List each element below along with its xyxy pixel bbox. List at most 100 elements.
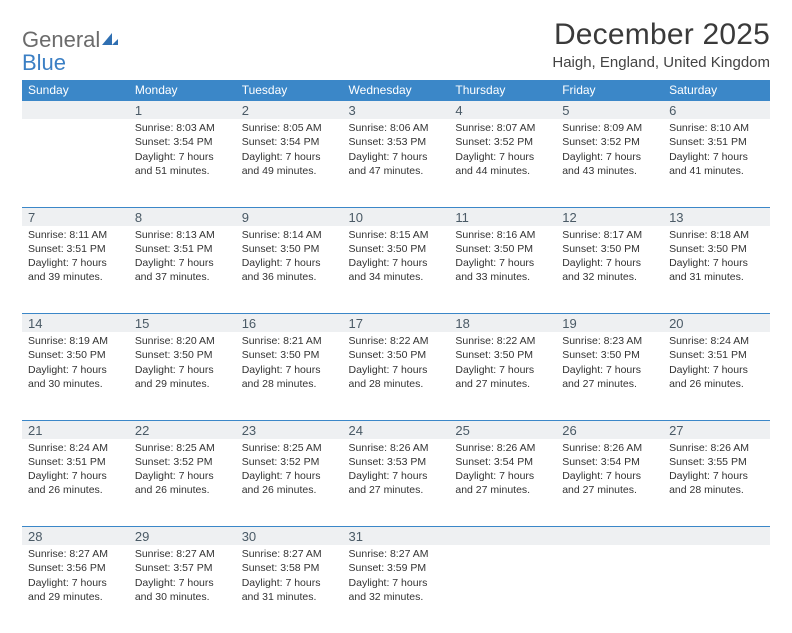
month-title: December 2025	[552, 18, 770, 52]
sail-icon	[100, 28, 120, 51]
day-cell: Sunrise: 8:05 AM Sunset: 3:54 PM Dayligh…	[236, 119, 343, 207]
title-block: December 2025 Haigh, England, United Kin…	[552, 18, 770, 71]
day-cell: Sunrise: 8:06 AM Sunset: 3:53 PM Dayligh…	[343, 119, 450, 207]
logo-text: General Blue	[22, 28, 120, 74]
day-number-cell: 27	[663, 420, 770, 439]
day-number-cell	[22, 101, 129, 120]
day-cell-text: Sunrise: 8:22 AM Sunset: 3:50 PM Dayligh…	[343, 332, 450, 395]
day-cell: Sunrise: 8:11 AM Sunset: 3:51 PM Dayligh…	[22, 226, 129, 314]
day-number-cell: 18	[449, 314, 556, 333]
day-number-cell: 21	[22, 420, 129, 439]
calendar-body: 123456Sunrise: 8:03 AM Sunset: 3:54 PM D…	[22, 101, 770, 633]
day-cell	[22, 119, 129, 207]
day-number-cell: 3	[343, 101, 450, 120]
day-number-row: 123456	[22, 101, 770, 120]
day-cell: Sunrise: 8:15 AM Sunset: 3:50 PM Dayligh…	[343, 226, 450, 314]
header: General Blue December 2025 Haigh, Englan…	[22, 18, 770, 74]
day-cell-text	[449, 545, 556, 551]
day-number-cell: 7	[22, 207, 129, 226]
day-cell-text: Sunrise: 8:26 AM Sunset: 3:53 PM Dayligh…	[343, 439, 450, 502]
day-number-cell: 19	[556, 314, 663, 333]
day-cell-text: Sunrise: 8:13 AM Sunset: 3:51 PM Dayligh…	[129, 226, 236, 289]
day-number-cell	[449, 527, 556, 546]
day-number-cell	[663, 527, 770, 546]
day-cell: Sunrise: 8:26 AM Sunset: 3:54 PM Dayligh…	[556, 439, 663, 527]
day-number-cell: 15	[129, 314, 236, 333]
day-cell-text: Sunrise: 8:26 AM Sunset: 3:54 PM Dayligh…	[556, 439, 663, 502]
day-cell: Sunrise: 8:13 AM Sunset: 3:51 PM Dayligh…	[129, 226, 236, 314]
day-number-cell: 29	[129, 527, 236, 546]
day-cell: Sunrise: 8:21 AM Sunset: 3:50 PM Dayligh…	[236, 332, 343, 420]
day-number-cell: 13	[663, 207, 770, 226]
day-number-cell: 14	[22, 314, 129, 333]
day-cell	[663, 545, 770, 633]
day-cell-text: Sunrise: 8:18 AM Sunset: 3:50 PM Dayligh…	[663, 226, 770, 289]
day-number-cell: 5	[556, 101, 663, 120]
day-cell-text	[663, 545, 770, 551]
day-number-cell: 9	[236, 207, 343, 226]
day-number-row: 78910111213	[22, 207, 770, 226]
day-cell: Sunrise: 8:10 AM Sunset: 3:51 PM Dayligh…	[663, 119, 770, 207]
day-cell-text: Sunrise: 8:11 AM Sunset: 3:51 PM Dayligh…	[22, 226, 129, 289]
day-content-row: Sunrise: 8:11 AM Sunset: 3:51 PM Dayligh…	[22, 226, 770, 314]
logo: General Blue	[22, 28, 120, 74]
day-cell: Sunrise: 8:17 AM Sunset: 3:50 PM Dayligh…	[556, 226, 663, 314]
day-number-cell: 16	[236, 314, 343, 333]
day-number-cell: 10	[343, 207, 450, 226]
weekday-header: Wednesday	[343, 80, 450, 101]
day-cell-text	[556, 545, 663, 551]
calendar-table: Sunday Monday Tuesday Wednesday Thursday…	[22, 80, 770, 633]
day-number-cell: 31	[343, 527, 450, 546]
day-number-cell	[556, 527, 663, 546]
day-content-row: Sunrise: 8:27 AM Sunset: 3:56 PM Dayligh…	[22, 545, 770, 633]
day-cell: Sunrise: 8:25 AM Sunset: 3:52 PM Dayligh…	[129, 439, 236, 527]
day-cell-text: Sunrise: 8:16 AM Sunset: 3:50 PM Dayligh…	[449, 226, 556, 289]
day-cell: Sunrise: 8:26 AM Sunset: 3:55 PM Dayligh…	[663, 439, 770, 527]
day-cell: Sunrise: 8:18 AM Sunset: 3:50 PM Dayligh…	[663, 226, 770, 314]
day-number-cell: 28	[22, 527, 129, 546]
day-cell: Sunrise: 8:24 AM Sunset: 3:51 PM Dayligh…	[22, 439, 129, 527]
day-cell: Sunrise: 8:19 AM Sunset: 3:50 PM Dayligh…	[22, 332, 129, 420]
day-number-cell: 20	[663, 314, 770, 333]
day-cell-text: Sunrise: 8:14 AM Sunset: 3:50 PM Dayligh…	[236, 226, 343, 289]
day-cell	[556, 545, 663, 633]
day-cell: Sunrise: 8:25 AM Sunset: 3:52 PM Dayligh…	[236, 439, 343, 527]
day-number-cell: 8	[129, 207, 236, 226]
day-cell	[449, 545, 556, 633]
day-cell-text: Sunrise: 8:07 AM Sunset: 3:52 PM Dayligh…	[449, 119, 556, 182]
day-cell-text: Sunrise: 8:26 AM Sunset: 3:55 PM Dayligh…	[663, 439, 770, 502]
day-cell-text: Sunrise: 8:27 AM Sunset: 3:57 PM Dayligh…	[129, 545, 236, 608]
day-number-cell: 17	[343, 314, 450, 333]
day-cell-text: Sunrise: 8:09 AM Sunset: 3:52 PM Dayligh…	[556, 119, 663, 182]
day-cell: Sunrise: 8:26 AM Sunset: 3:53 PM Dayligh…	[343, 439, 450, 527]
weekday-header: Thursday	[449, 80, 556, 101]
day-cell: Sunrise: 8:23 AM Sunset: 3:50 PM Dayligh…	[556, 332, 663, 420]
day-cell: Sunrise: 8:27 AM Sunset: 3:57 PM Dayligh…	[129, 545, 236, 633]
weekday-header-row: Sunday Monday Tuesday Wednesday Thursday…	[22, 80, 770, 101]
day-cell-text: Sunrise: 8:24 AM Sunset: 3:51 PM Dayligh…	[663, 332, 770, 395]
day-cell-text: Sunrise: 8:03 AM Sunset: 3:54 PM Dayligh…	[129, 119, 236, 182]
day-number-row: 21222324252627	[22, 420, 770, 439]
day-content-row: Sunrise: 8:24 AM Sunset: 3:51 PM Dayligh…	[22, 439, 770, 527]
day-cell: Sunrise: 8:07 AM Sunset: 3:52 PM Dayligh…	[449, 119, 556, 207]
day-number-cell: 2	[236, 101, 343, 120]
day-number-cell: 25	[449, 420, 556, 439]
day-number-cell: 23	[236, 420, 343, 439]
weekday-header: Monday	[129, 80, 236, 101]
day-number-cell: 11	[449, 207, 556, 226]
day-cell: Sunrise: 8:27 AM Sunset: 3:56 PM Dayligh…	[22, 545, 129, 633]
day-cell: Sunrise: 8:27 AM Sunset: 3:58 PM Dayligh…	[236, 545, 343, 633]
weekday-header: Saturday	[663, 80, 770, 101]
day-cell: Sunrise: 8:09 AM Sunset: 3:52 PM Dayligh…	[556, 119, 663, 207]
day-cell-text: Sunrise: 8:15 AM Sunset: 3:50 PM Dayligh…	[343, 226, 450, 289]
day-number-row: 28293031	[22, 527, 770, 546]
weekday-header: Tuesday	[236, 80, 343, 101]
day-cell: Sunrise: 8:27 AM Sunset: 3:59 PM Dayligh…	[343, 545, 450, 633]
weekday-header: Sunday	[22, 80, 129, 101]
location-subtitle: Haigh, England, United Kingdom	[552, 54, 770, 71]
day-cell: Sunrise: 8:14 AM Sunset: 3:50 PM Dayligh…	[236, 226, 343, 314]
day-cell-text: Sunrise: 8:21 AM Sunset: 3:50 PM Dayligh…	[236, 332, 343, 395]
day-cell: Sunrise: 8:26 AM Sunset: 3:54 PM Dayligh…	[449, 439, 556, 527]
logo-word-blue: Blue	[22, 50, 66, 75]
day-content-row: Sunrise: 8:03 AM Sunset: 3:54 PM Dayligh…	[22, 119, 770, 207]
